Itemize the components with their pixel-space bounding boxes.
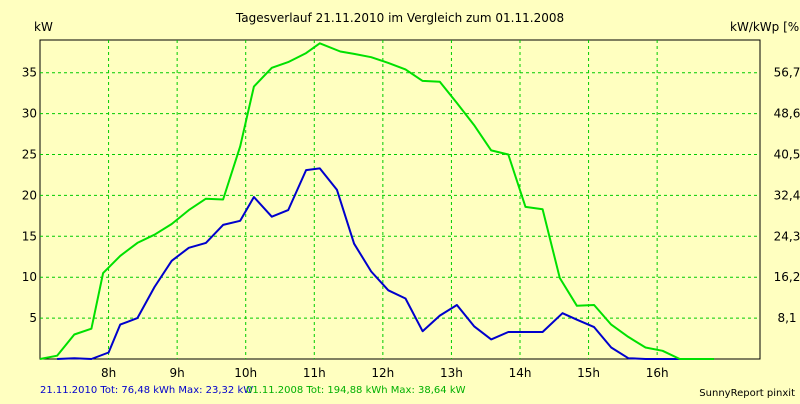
x-tick-label: 15h — [577, 366, 600, 380]
y-tick-label-right: 56,7 — [774, 66, 800, 80]
y-tick-label-left: 20 — [22, 188, 37, 202]
x-tick-label: 12h — [371, 366, 394, 380]
y-tick-label-right: 16,2 — [774, 270, 800, 284]
footer-credit: SunnyReport pinxit — [699, 388, 795, 399]
plot-area — [39, 39, 761, 360]
x-tick-label: 11h — [303, 366, 326, 380]
y-tick-label-right: 40,5 — [774, 148, 800, 162]
x-tick-label: 8h — [101, 366, 116, 380]
series-line-green — [39, 42, 715, 360]
y-tick-label-right: 48,6 — [774, 107, 800, 121]
x-tick-label: 10h — [234, 366, 257, 380]
y-tick-label-right: 24,3 — [774, 229, 800, 243]
y-tick-label-left: 5 — [29, 311, 37, 325]
axis-ticks: 8h 9h 10h 11h 12h 13h 14h 15h 16h 5 10 15 20 25 30 35 8,… — [22, 66, 800, 380]
y-axis-label-right: kW/kWp [%] — [730, 20, 800, 34]
y-tick-label-left: 35 — [22, 66, 37, 80]
x-tick-label: 16h — [646, 366, 669, 380]
legend-entry-blue: 21.11.2010 Tot: 76,48 kWh Max: 23,32 kW — [40, 385, 253, 396]
y-tick-label-right: 8,1 — [777, 311, 796, 325]
x-tick-label: 9h — [170, 366, 185, 380]
y-tick-label-left: 25 — [22, 148, 37, 162]
y-axis-label-left: kW — [34, 20, 53, 34]
y-tick-label-left: 30 — [22, 107, 37, 121]
y-tick-label-left: 15 — [22, 229, 37, 243]
y-tick-label-left: 10 — [22, 270, 37, 284]
y-tick-label-right: 32,4 — [774, 188, 800, 202]
x-tick-label: 13h — [440, 366, 463, 380]
x-tick-label: 14h — [509, 366, 532, 380]
chart-title: Tagesverlauf 21.11.2010 im Vergleich zum… — [235, 11, 564, 25]
series-line-blue — [57, 167, 680, 360]
series-lines — [39, 42, 715, 360]
legend-entry-green: 01.11.2008 Tot: 194,88 kWh Max: 38,64 kW — [246, 385, 466, 396]
